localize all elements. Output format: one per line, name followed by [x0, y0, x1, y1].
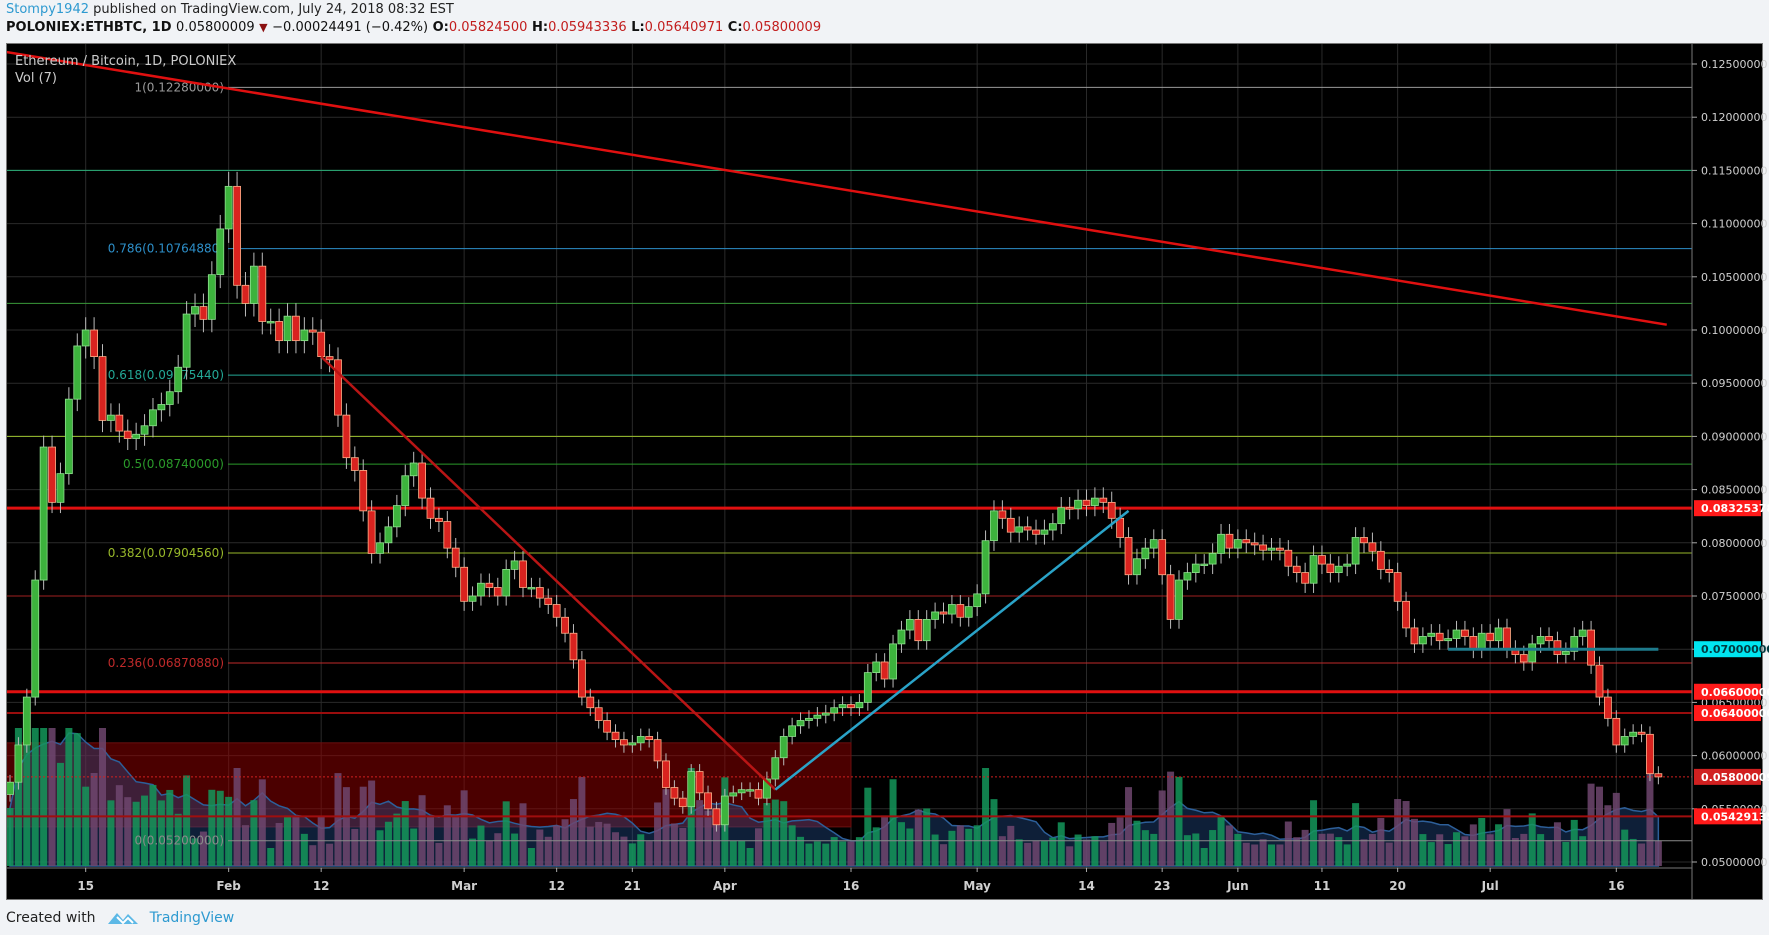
- svg-text:Jul: Jul: [1481, 879, 1499, 893]
- svg-text:0.08325378: 0.08325378: [1701, 502, 1769, 515]
- svg-text:14: 14: [1078, 879, 1095, 893]
- svg-text:16: 16: [843, 879, 860, 893]
- symbol-bar: POLONIEX:ETHBTC, 1D 0.05800009 ▼ −0.0002…: [6, 20, 821, 35]
- svg-text:0.08500000: 0.08500000: [1701, 484, 1767, 497]
- svg-text:0.10500000: 0.10500000: [1701, 271, 1767, 284]
- svg-text:Jun: Jun: [1226, 879, 1249, 893]
- close-value: 0.05800009: [742, 20, 822, 35]
- svg-text:Apr: Apr: [713, 879, 737, 893]
- svg-text:0.07000000: 0.07000000: [1701, 643, 1769, 656]
- svg-text:0.10000000: 0.10000000: [1701, 324, 1767, 337]
- svg-text:0.05429135: 0.05429135: [1701, 810, 1769, 823]
- footer: Created with TradingView: [6, 908, 234, 928]
- publish-info: Stompy1942 published on TradingView.com,…: [6, 2, 454, 17]
- svg-text:12: 12: [313, 879, 330, 893]
- open-label: O:: [432, 20, 449, 35]
- svg-text:11: 11: [1314, 879, 1331, 893]
- created-with-text: Created with: [6, 910, 96, 926]
- svg-text:0.06400000: 0.06400000: [1701, 707, 1769, 720]
- svg-text:0.06000000: 0.06000000: [1701, 750, 1767, 763]
- series-title: Ethereum / Bitcoin, 1D, POLONIEX: [15, 54, 237, 69]
- svg-text:0.05800009: 0.05800009: [1701, 771, 1769, 784]
- svg-text:0.236(0.06870880): 0.236(0.06870880): [108, 656, 224, 670]
- high-value: 0.05943336: [548, 20, 627, 35]
- svg-text:May: May: [963, 879, 991, 893]
- price-change: −0.00024491 (−0.42%): [272, 20, 429, 35]
- svg-text:20: 20: [1389, 879, 1406, 893]
- svg-text:0.11000000: 0.11000000: [1701, 218, 1767, 231]
- svg-text:0.09000000: 0.09000000: [1701, 430, 1767, 443]
- svg-text:0.12000000: 0.12000000: [1701, 111, 1767, 124]
- tradingview-logo-icon: [107, 913, 138, 925]
- svg-text:16: 16: [1608, 879, 1625, 893]
- svg-text:Mar: Mar: [451, 879, 477, 893]
- svg-text:0.06600000: 0.06600000: [1701, 686, 1769, 699]
- high-label: H:: [531, 20, 549, 35]
- low-label: L:: [631, 20, 645, 35]
- down-triangle-icon: ▼: [259, 21, 268, 34]
- svg-text:0.05000000: 0.05000000: [1701, 856, 1767, 869]
- svg-text:12: 12: [548, 879, 565, 893]
- close-label: C:: [727, 20, 743, 35]
- svg-text:0.5(0.08740000): 0.5(0.08740000): [123, 457, 224, 471]
- low-value: 0.05640971: [644, 20, 724, 35]
- volume-indicator-label[interactable]: Vol (7): [15, 71, 57, 86]
- svg-text:0(0.05200000): 0(0.05200000): [134, 834, 224, 848]
- chart-legend: Ethereum / Bitcoin, 1D, POLONIEX Vol (7): [15, 53, 236, 87]
- svg-text:0.786(0.10764880): 0.786(0.10764880): [108, 242, 224, 256]
- published-text: published on TradingView.com, July 24, 2…: [93, 2, 454, 17]
- svg-text:15: 15: [77, 879, 94, 893]
- author-link[interactable]: Stompy1942: [6, 2, 89, 17]
- symbol: POLONIEX:ETHBTC, 1D: [6, 20, 172, 35]
- svg-text:23: 23: [1154, 879, 1171, 893]
- tradingview-link[interactable]: TradingView: [149, 910, 235, 926]
- svg-text:0.618(0.09575440): 0.618(0.09575440): [108, 368, 224, 382]
- svg-text:0.08000000: 0.08000000: [1701, 537, 1767, 550]
- svg-text:0.12500000: 0.12500000: [1701, 58, 1767, 71]
- svg-text:0.11500000: 0.11500000: [1701, 164, 1767, 177]
- svg-text:Feb: Feb: [216, 879, 241, 893]
- open-value: 0.05824500: [448, 20, 528, 35]
- svg-text:21: 21: [624, 879, 641, 893]
- svg-text:0.07500000: 0.07500000: [1701, 590, 1767, 603]
- svg-text:0.382(0.07904560): 0.382(0.07904560): [108, 546, 224, 560]
- last-price: 0.05800009: [176, 20, 255, 35]
- svg-text:0.09500000: 0.09500000: [1701, 377, 1767, 390]
